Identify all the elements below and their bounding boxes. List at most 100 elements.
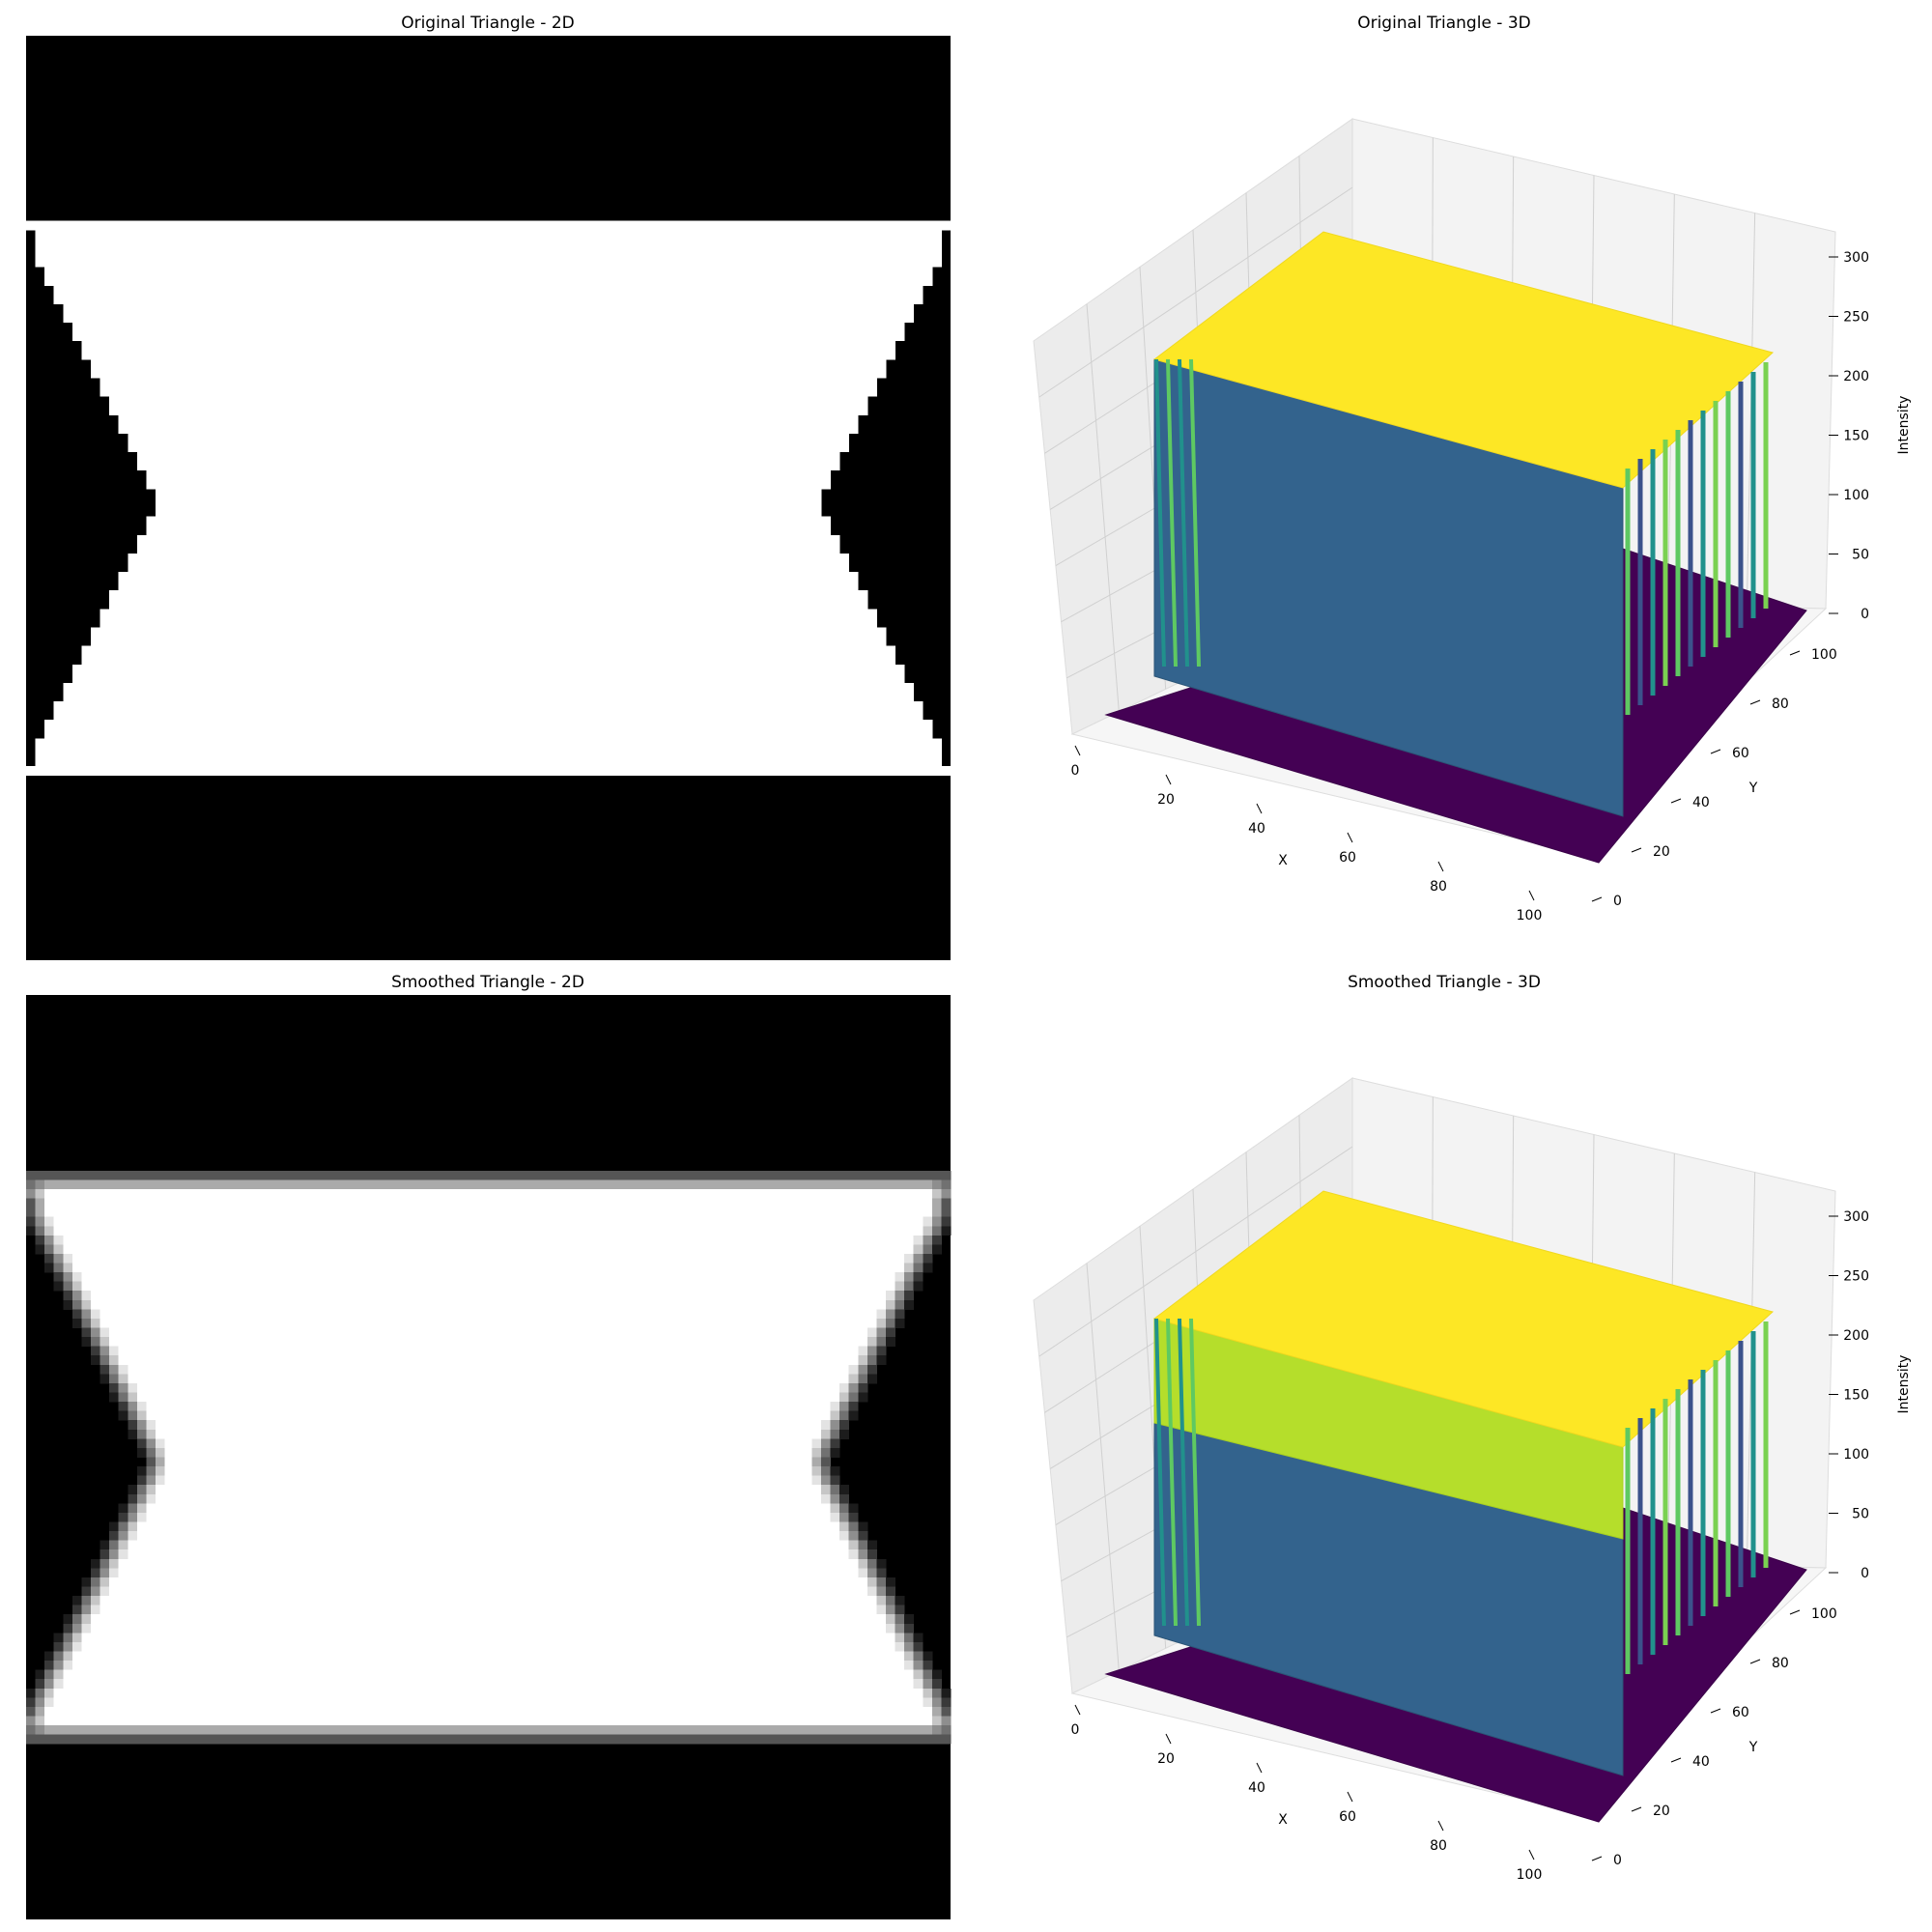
pixel-run xyxy=(26,1198,36,1208)
pixel-run xyxy=(876,1586,887,1597)
z-tick-label: 0 xyxy=(1861,1566,1869,1581)
pixel-run xyxy=(155,1457,165,1467)
pixel-run xyxy=(895,1272,905,1283)
pixel-run xyxy=(44,1253,55,1264)
pixel-run xyxy=(830,1429,840,1439)
pixel-run xyxy=(53,294,923,304)
pixel-run xyxy=(146,479,831,490)
pixel-run xyxy=(81,1272,895,1283)
pixel-run xyxy=(136,1475,147,1486)
pixel-run xyxy=(99,1364,110,1375)
pixel-run xyxy=(44,1716,933,1726)
edge-rib xyxy=(1166,1318,1178,1627)
pixel-run xyxy=(155,1447,165,1458)
pixel-run xyxy=(830,1485,840,1495)
pixel-run xyxy=(63,682,915,693)
pixel-run xyxy=(164,1457,812,1467)
pixel-run xyxy=(858,1346,868,1356)
pixel-run xyxy=(886,1586,895,1597)
pixel-run xyxy=(99,1346,110,1356)
pixel-run xyxy=(118,1540,128,1550)
pixel-run xyxy=(886,1291,895,1301)
pixel-run xyxy=(99,1337,110,1348)
pixel-run xyxy=(35,756,942,767)
pixel-run xyxy=(63,1669,915,1680)
pixel-run xyxy=(155,488,822,498)
pixel-run xyxy=(35,1725,45,1735)
pixel-run xyxy=(71,673,905,684)
pixel-run xyxy=(146,1475,156,1486)
pixel-run xyxy=(109,1521,120,1532)
x-tick-label: 20 xyxy=(1157,792,1175,808)
pixel-run xyxy=(118,1521,128,1532)
pixel-run xyxy=(839,1392,850,1403)
pixel-run xyxy=(913,1633,923,1643)
pixel-run xyxy=(858,1549,868,1560)
pixel-run xyxy=(44,267,933,277)
pixel-run xyxy=(931,1706,942,1717)
pixel-run xyxy=(118,1346,859,1356)
pixel-run xyxy=(867,1549,877,1560)
pixel-run xyxy=(136,534,840,545)
pixel-run xyxy=(811,1457,822,1467)
pixel-run xyxy=(128,1549,850,1560)
pixel-run xyxy=(35,257,942,268)
pixel-run xyxy=(44,728,933,739)
pixel-run xyxy=(53,1641,64,1652)
pixel-run xyxy=(848,1503,859,1514)
pixel-run xyxy=(858,1364,868,1375)
pixel-run xyxy=(867,1540,877,1550)
pixel-run xyxy=(136,1392,840,1403)
pixel-run xyxy=(146,1429,156,1439)
pixel-run xyxy=(931,1244,942,1255)
pixel-run xyxy=(821,1438,831,1449)
pixel-run xyxy=(128,1364,850,1375)
z-tick-label: 150 xyxy=(1843,1388,1869,1404)
x-tick xyxy=(1437,1820,1444,1832)
y-axis-label-smoothed-3d: Y xyxy=(1748,1740,1758,1755)
pixel-run xyxy=(830,1438,840,1449)
pixel-run xyxy=(876,1337,887,1348)
pixel-run xyxy=(811,1447,822,1458)
pixel-run xyxy=(886,1327,895,1338)
pixel-run xyxy=(128,1503,138,1514)
pixel-run xyxy=(118,581,859,591)
pixel-run xyxy=(99,386,877,397)
pixel-run xyxy=(876,1596,887,1606)
pixel-run xyxy=(923,1244,933,1255)
pixel-run xyxy=(81,1309,92,1320)
pixel-run xyxy=(109,1374,120,1384)
pixel-run xyxy=(35,1697,45,1708)
heatmap-smoothed-2d xyxy=(26,995,952,1919)
pixel-run xyxy=(71,1281,82,1292)
pixel-run xyxy=(128,1392,138,1403)
z-axis-label-original-3d: Intensity xyxy=(1896,396,1912,455)
z-tick-label: 150 xyxy=(1843,429,1869,444)
pixel-run xyxy=(109,1327,868,1338)
pixel-run xyxy=(811,1466,822,1477)
pixel-run xyxy=(81,1577,92,1587)
pixel-run xyxy=(109,1531,120,1542)
pixel-run xyxy=(99,1558,110,1569)
pixel-run xyxy=(90,1309,100,1320)
pixel-run xyxy=(35,1679,45,1690)
pixel-run xyxy=(136,1420,147,1431)
panel-smoothed-3d: Smoothed Triangle - 3D 05010015020025030… xyxy=(1033,973,1912,1883)
pixel-run xyxy=(830,1503,840,1514)
pixel-run xyxy=(904,1651,915,1662)
y-tick xyxy=(1789,1609,1801,1615)
x-tick xyxy=(1528,890,1535,901)
panel-title-original-3d: Original Triangle - 3D xyxy=(1357,14,1531,33)
pixel-run xyxy=(913,1641,923,1652)
edge-rib xyxy=(1178,1318,1189,1627)
pixel-run xyxy=(71,1605,82,1615)
pixel-run xyxy=(99,1549,110,1560)
pixel-run xyxy=(26,1188,36,1199)
pixel-run xyxy=(35,1688,45,1698)
pixel-run xyxy=(53,1661,64,1671)
pixel-run xyxy=(848,1540,859,1550)
pixel-run xyxy=(71,1641,82,1652)
x-tick xyxy=(1074,1704,1081,1716)
pixel-run xyxy=(867,1558,877,1569)
pixel-run xyxy=(923,1226,933,1236)
